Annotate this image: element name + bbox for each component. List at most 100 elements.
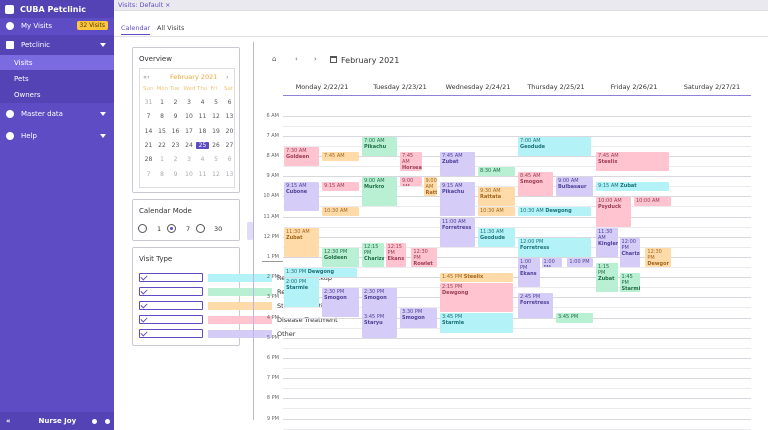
visit-event[interactable]: 12:30 PM Dewgor (645, 247, 671, 267)
panel-splitter[interactable] (247, 222, 253, 240)
mini-calendar-day[interactable]: 4 (200, 156, 205, 164)
sidebar-item-help[interactable]: Help (0, 125, 114, 147)
mini-calendar-day[interactable]: 3 (187, 156, 191, 164)
visit-type-item[interactable]: Other (139, 328, 341, 339)
tab-visits-default[interactable]: Visits: Default (118, 1, 164, 9)
visit-event[interactable]: 1:30 PM Dewgong (284, 268, 358, 278)
current-user[interactable]: Nurse Joy (38, 417, 77, 425)
visit-event[interactable]: 1:00 PM Ekans (518, 257, 540, 288)
visit-event[interactable]: 9:00 AM Bulbasaur (556, 177, 593, 197)
sidebar-item-petclinic[interactable]: Petclinic (0, 35, 114, 55)
mini-calendar-day[interactable]: 12 (212, 113, 220, 121)
mini-calendar-day[interactable]: 8 (160, 113, 164, 121)
visit-event[interactable]: 1:45 PM Steelix (440, 273, 514, 283)
visit-event[interactable]: 12:00 PM Forretress (518, 237, 592, 257)
mini-calendar-day[interactable]: 3 (187, 99, 191, 106)
next-month-button[interactable]: › (226, 73, 229, 81)
visit-event[interactable]: 1:00 PM (541, 257, 562, 267)
mini-calendar-day[interactable]: 20 (225, 127, 234, 135)
visit-event[interactable]: 7:45 AM (322, 151, 359, 161)
visit-event[interactable]: 12:30 PM Rowlet (411, 247, 437, 267)
visit-event[interactable]: 7:45 AM Steelix (596, 151, 670, 172)
visit-type-item[interactable]: Disease Treatment (139, 314, 341, 325)
next-week-button[interactable]: › (314, 55, 317, 63)
mini-calendar-day[interactable]: 7 (146, 113, 151, 121)
mini-calendar-day[interactable]: 5 (214, 99, 218, 106)
close-tab-icon[interactable]: × (165, 1, 171, 9)
mini-calendar-day[interactable]: 21 (144, 141, 153, 149)
mode-radio-30[interactable] (196, 224, 205, 233)
mini-calendar-day[interactable]: 26 (212, 141, 220, 149)
mini-calendar-day[interactable]: 27 (225, 141, 234, 149)
visit-event[interactable]: 9:15 AM Cubone (284, 182, 320, 212)
visit-event[interactable]: 7:45 AM Zubat (440, 151, 476, 177)
mini-calendar-day[interactable]: 9 (173, 113, 178, 121)
visit-type-checkbox[interactable] (139, 315, 203, 324)
mini-calendar-day[interactable]: 14 (144, 127, 153, 135)
visit-event[interactable]: 9:30 AM Rattata (478, 187, 515, 207)
mini-calendar-day[interactable]: 13 (225, 113, 234, 121)
visit-type-checkbox[interactable] (139, 273, 203, 282)
visit-event[interactable]: 11:30 AM Zubat (284, 227, 320, 257)
tab-all-visits[interactable]: All Visits (157, 24, 185, 32)
visit-event[interactable]: 2:00 PM Starmie (284, 278, 320, 308)
visit-event[interactable]: 7:00 AM Pikachu (362, 136, 398, 156)
visit-event[interactable]: 12:30 PM Goldeen (322, 247, 359, 267)
visit-event[interactable]: 11:30 AM Kingler (596, 227, 618, 257)
visit-event[interactable]: 3:45 PM Staryu (362, 313, 398, 338)
collapse-sidebar-button[interactable]: « (6, 417, 11, 425)
mode-radio-1[interactable] (138, 224, 147, 233)
mini-calendar-day[interactable]: 18 (198, 127, 207, 135)
mini-calendar-day[interactable]: 11 (198, 113, 207, 121)
visit-event[interactable]: 10:30 AM (322, 207, 359, 217)
visit-event[interactable]: 2:30 PM Smogon (362, 288, 398, 318)
sidebar-item-visits[interactable]: Visits (0, 55, 114, 70)
visit-event[interactable]: 12:15 PM Chariza (362, 242, 384, 267)
visit-event[interactable]: 2:15 PM Dewgong (440, 283, 514, 313)
mini-calendar-day[interactable]: 8 (160, 170, 164, 178)
mini-calendar-day[interactable]: 23 (171, 141, 180, 149)
visit-event[interactable]: 3:45 PM (556, 313, 593, 323)
visit-event[interactable]: 10:00 AM (634, 197, 671, 207)
mini-calendar-day[interactable]: 6 (227, 99, 232, 106)
visit-event[interactable]: 10:30 AM (478, 207, 515, 217)
mini-calendar-day[interactable]: 1 (160, 99, 164, 106)
visit-type-checkbox[interactable] (139, 287, 203, 296)
visit-event[interactable]: 10:00 AM Psyduck (596, 197, 632, 227)
visit-event[interactable]: 11:30 AM Geodude (478, 227, 515, 247)
mini-calendar-day[interactable]: 28 (144, 156, 153, 164)
visit-event[interactable]: 7:30 AM Goldeen (284, 146, 320, 166)
mini-calendar-day[interactable]: 6 (227, 156, 232, 164)
mini-calendar-day[interactable]: 22 (158, 141, 166, 149)
settings-icon[interactable] (92, 418, 98, 424)
visit-event[interactable]: 2:45 PM Forretress (518, 293, 554, 318)
sidebar-item-master-data[interactable]: Master data (0, 103, 114, 125)
visit-event[interactable]: 9:00 AM (400, 177, 422, 187)
visit-event[interactable]: 9:15 AM (322, 182, 359, 192)
visit-event[interactable]: 9:15 AM Zubat (596, 182, 670, 192)
visit-type-checkbox[interactable] (139, 329, 203, 338)
visit-event[interactable]: 1:15 PM Zubat (596, 262, 618, 293)
mini-calendar-day[interactable]: 5 (214, 156, 218, 164)
visit-type-checkbox[interactable] (139, 301, 203, 310)
visit-event[interactable]: 1:00 PM (567, 257, 593, 267)
visit-event[interactable]: 8:45 AM Smogon (518, 172, 554, 197)
mini-calendar-day[interactable]: 7 (146, 170, 151, 178)
mini-calendar-day[interactable]: 19 (212, 127, 220, 135)
mini-calendar-day[interactable]: 12 (212, 170, 220, 178)
mini-calendar-day[interactable]: 2 (173, 99, 178, 106)
mini-calendar-day[interactable]: 17 (185, 127, 193, 135)
mini-calendar-day[interactable]: 1 (160, 156, 164, 164)
visit-event[interactable]: 9:15 AM Pikachu (440, 182, 476, 217)
prev-month-button[interactable]: «‹ (143, 73, 150, 81)
sidebar-item-pets[interactable]: Pets (14, 74, 29, 83)
mini-calendar-day[interactable]: 13 (225, 170, 234, 178)
prev-week-button[interactable]: ‹ (295, 55, 298, 63)
visit-event[interactable]: 8:30 AM (478, 167, 515, 177)
mini-calendar-day[interactable]: 10 (185, 170, 193, 178)
mini-calendar-day[interactable]: 11 (198, 170, 207, 178)
today-button[interactable]: ⌂ (272, 55, 277, 63)
